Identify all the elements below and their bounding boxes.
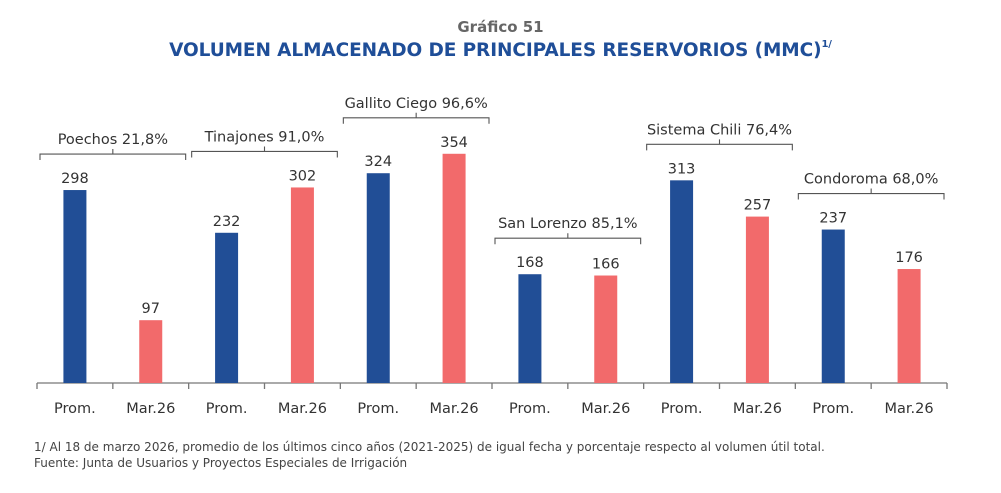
bar-mar-26-tinajones: [290, 187, 314, 383]
footnote-source: Fuente: Junta de Usuarios y Proyectos Es…: [34, 456, 408, 470]
x-tick-label: Mar.26: [581, 401, 630, 417]
x-tick-label: Prom.: [661, 401, 703, 417]
group-label: San Lorenzo 85,1%: [498, 216, 638, 232]
bar-prom--sistema-chili: [670, 180, 694, 383]
x-tick-label: Mar.26: [278, 401, 327, 417]
bar-mar-26-sistema-chili: [745, 216, 769, 383]
data-label: 298: [61, 171, 89, 187]
group-bracket: [39, 149, 187, 161]
x-tick-label: Mar.26: [733, 401, 782, 417]
bar-chart: 298 Prom. 97 Mar.26 Poechos 21,8% 232 Prom. 302…: [36, 96, 948, 417]
x-tick-label: Prom.: [812, 401, 854, 417]
group-bracket: [646, 139, 793, 151]
group-bracket: [342, 112, 490, 124]
data-label: 237: [819, 211, 847, 227]
chart-title: VOLUMEN ALMACENADO DE PRINCIPALES RESERV…: [0, 38, 1001, 61]
chart-subtitle: Gráfico 51: [457, 18, 544, 36]
data-label: 166: [592, 257, 620, 273]
x-tick-label: Mar.26: [430, 401, 479, 417]
x-tick-label: Mar.26: [126, 401, 175, 417]
data-label: 257: [744, 198, 772, 214]
data-label: 168: [516, 255, 544, 271]
data-label: 97: [142, 301, 160, 317]
bar-mar-26-poechos: [139, 320, 163, 383]
group-bracket: [797, 188, 945, 200]
group-label: Poechos 21,8%: [58, 132, 168, 148]
group-bracket: [191, 146, 338, 158]
bar-prom--condoroma: [821, 229, 845, 383]
data-label: 232: [213, 214, 241, 230]
data-label: 324: [364, 154, 392, 170]
bar-mar-26-gallito-ciego: [442, 153, 466, 383]
footnote-1: 1/ Al 18 de marzo 2026, promedio de los …: [34, 440, 825, 454]
x-tick-label: Prom.: [206, 401, 248, 417]
group-label: Condoroma 68,0%: [804, 172, 938, 188]
bar-mar-26-san-lorenzo: [594, 275, 618, 383]
data-label: 302: [289, 168, 317, 184]
x-tick-label: Prom.: [509, 401, 551, 417]
group-label: Sistema Chili 76,4%: [647, 122, 792, 138]
group-label: Gallito Ciego 96,6%: [345, 96, 488, 112]
data-label: 313: [668, 161, 696, 177]
bar-prom--gallito-ciego: [366, 173, 390, 383]
bar-prom--san-lorenzo: [518, 274, 542, 383]
x-tick-label: Mar.26: [885, 401, 934, 417]
group-bracket: [494, 233, 642, 245]
bar-prom--tinajones: [215, 232, 239, 383]
bar-prom--poechos: [63, 190, 87, 383]
title-footnote-marker: 1/: [821, 38, 832, 50]
data-label: 176: [895, 250, 923, 266]
x-tick-label: Prom.: [357, 401, 399, 417]
data-label: 354: [440, 135, 468, 151]
x-tick-label: Prom.: [54, 401, 96, 417]
chart-title-text: VOLUMEN ALMACENADO DE PRINCIPALES RESERV…: [169, 40, 822, 61]
bar-mar-26-condoroma: [897, 269, 921, 383]
group-label: Tinajones 91,0%: [204, 129, 325, 145]
